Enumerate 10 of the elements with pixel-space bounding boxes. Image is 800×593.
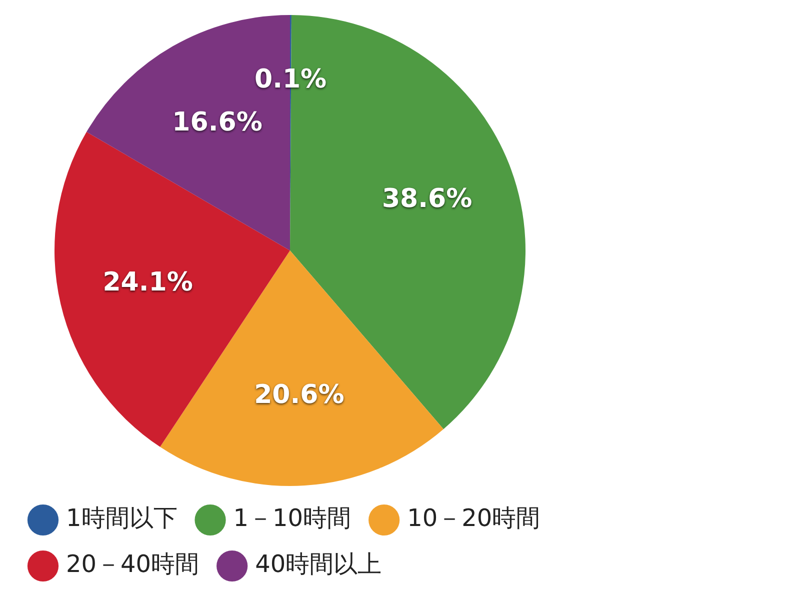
legend-label: 1時間以下 (66, 504, 178, 532)
data-label: 0.1% (254, 64, 327, 95)
legend-label: 10－20時間 (407, 504, 540, 532)
legend-label: 1－10時間 (233, 504, 352, 532)
data-label: 38.6% (382, 184, 472, 214)
data-label: 20.6% (254, 380, 344, 410)
legend-label: 20－40時間 (66, 550, 200, 578)
data-label: 24.1% (102, 267, 193, 298)
legend-label: 40時間以上 (255, 550, 382, 578)
data-label: 16.6% (172, 108, 262, 138)
